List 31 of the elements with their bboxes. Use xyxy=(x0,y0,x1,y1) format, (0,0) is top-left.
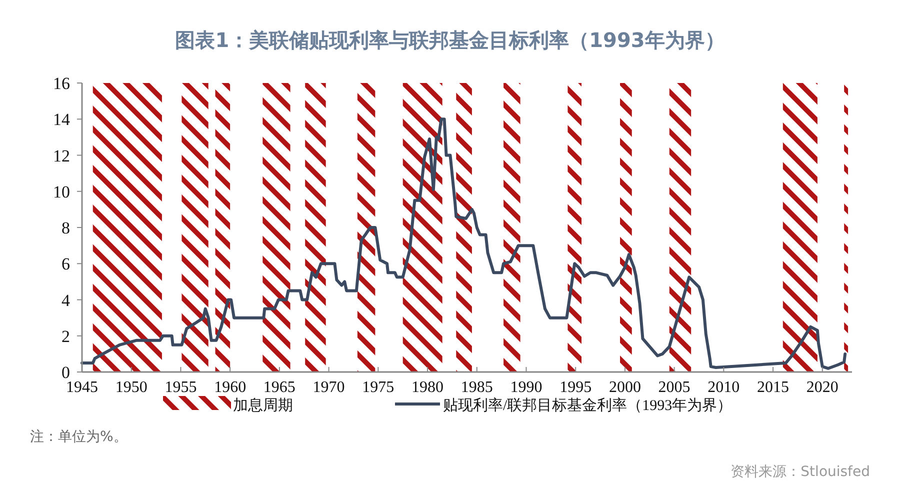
chart-title: 图表1：美联储贴现利率与联邦基金目标利率（1993年为界） xyxy=(175,28,725,52)
x-tick-label: 1955 xyxy=(164,379,197,396)
x-tick-label: 1960 xyxy=(214,379,246,396)
y-tick-label: 2 xyxy=(62,326,70,346)
y-tick-label: 6 xyxy=(62,254,70,274)
x-tick-label: 2005 xyxy=(658,379,690,396)
x-tick-label: 1970 xyxy=(312,379,345,396)
x-tick-label: 1975 xyxy=(362,379,394,396)
x-tick-label: 2020 xyxy=(806,379,838,396)
x-tick-label: 1985 xyxy=(460,379,493,396)
x-tick-label: 2015 xyxy=(757,379,790,396)
y-tick-label: 8 xyxy=(62,218,70,238)
x-tick-label: 1980 xyxy=(412,379,444,396)
x-tick-label: 1950 xyxy=(115,379,148,396)
y-tick-label: 10 xyxy=(53,182,70,202)
x-tick-label: 1945 xyxy=(66,379,98,396)
legend-label: 加息周期 xyxy=(233,397,293,414)
y-tick-label: 16 xyxy=(53,74,70,93)
legend-label: 贴现利率/联邦目标基金利率（1993年为界） xyxy=(443,397,732,414)
y-tick-label: 12 xyxy=(53,146,70,166)
line-series xyxy=(80,118,847,370)
y-tick-label: 4 xyxy=(62,290,70,310)
text: 注：单位为%。 xyxy=(30,429,128,445)
x-tick-label: 2010 xyxy=(708,379,740,396)
y-tick-label: 14 xyxy=(53,110,70,130)
x-tick-label: 1995 xyxy=(560,379,592,396)
y-tick-label: 0 xyxy=(62,363,70,382)
text: 资料来源：Stlouisfed xyxy=(730,464,870,480)
x-tick-label: 1990 xyxy=(510,379,542,396)
x-tick-label: 2000 xyxy=(608,379,641,396)
x-tick-label: 1965 xyxy=(263,379,296,396)
